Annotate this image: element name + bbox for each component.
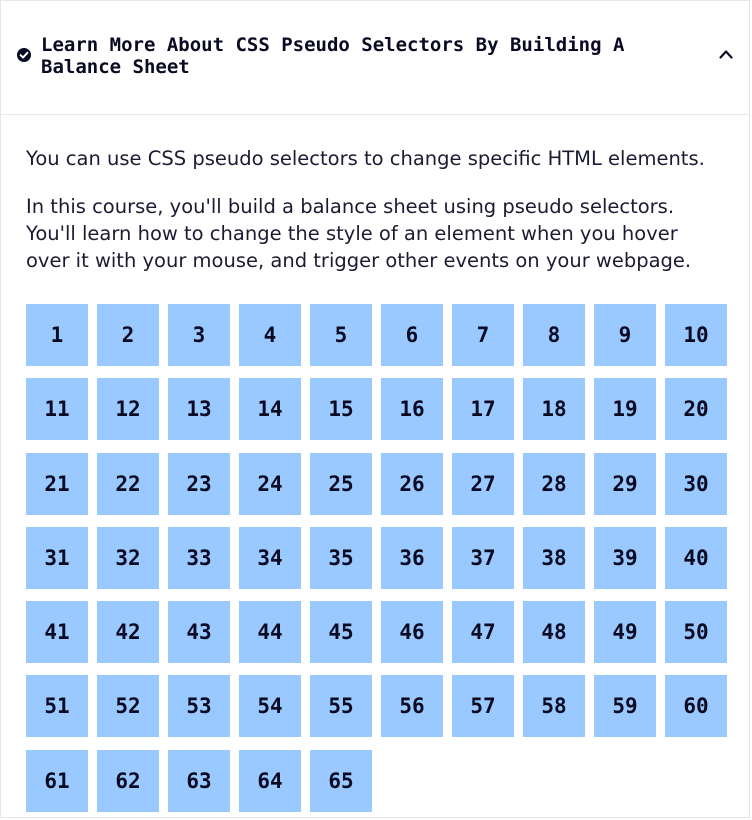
step-button-32[interactable]: 32 — [97, 526, 159, 589]
step-button-52[interactable]: 52 — [97, 675, 159, 738]
step-button-45[interactable]: 45 — [310, 601, 372, 664]
step-button-62[interactable]: 62 — [97, 749, 159, 812]
step-button-19[interactable]: 19 — [594, 378, 656, 441]
step-button-43[interactable]: 43 — [168, 601, 230, 664]
step-button-55[interactable]: 55 — [310, 675, 372, 738]
step-button-6[interactable]: 6 — [381, 304, 443, 366]
step-button-31[interactable]: 31 — [26, 526, 88, 589]
step-button-13[interactable]: 13 — [168, 378, 230, 441]
step-button-65[interactable]: 65 — [310, 749, 372, 812]
step-button-36[interactable]: 36 — [381, 526, 443, 589]
step-button-2[interactable]: 2 — [97, 304, 159, 366]
step-button-21[interactable]: 21 — [26, 452, 88, 515]
step-button-11[interactable]: 11 — [26, 378, 88, 441]
step-button-54[interactable]: 54 — [239, 675, 301, 738]
step-button-23[interactable]: 23 — [168, 452, 230, 515]
step-button-44[interactable]: 44 — [239, 601, 301, 664]
step-button-30[interactable]: 30 — [665, 452, 727, 515]
step-button-42[interactable]: 42 — [97, 601, 159, 664]
step-button-29[interactable]: 29 — [594, 452, 656, 515]
step-button-40[interactable]: 40 — [665, 526, 727, 589]
step-button-59[interactable]: 59 — [594, 675, 656, 738]
step-grid: 1 2 3 4 5 6 7 8 9 10 11 12 13 14 15 16 17 18 19 20 21 22 23 24 2… — [26, 304, 727, 812]
step-button-8[interactable]: 8 — [523, 304, 585, 366]
step-button-10[interactable]: 10 — [665, 304, 727, 366]
step-button-14[interactable]: 14 — [239, 378, 301, 441]
step-button-33[interactable]: 33 — [168, 526, 230, 589]
step-button-16[interactable]: 16 — [381, 378, 443, 441]
step-button-5[interactable]: 5 — [310, 304, 372, 366]
step-button-46[interactable]: 46 — [381, 601, 443, 664]
step-button-60[interactable]: 60 — [665, 675, 727, 738]
step-button-27[interactable]: 27 — [452, 452, 514, 515]
step-button-41[interactable]: 41 — [26, 601, 88, 664]
step-button-34[interactable]: 34 — [239, 526, 301, 589]
step-button-61[interactable]: 61 — [26, 749, 88, 812]
step-button-57[interactable]: 57 — [452, 675, 514, 738]
step-button-9[interactable]: 9 — [594, 304, 656, 366]
details-paragraph: In this course, you'll build a balance s… — [26, 195, 692, 272]
step-button-50[interactable]: 50 — [665, 601, 727, 664]
step-button-15[interactable]: 15 — [310, 378, 372, 441]
intro-paragraph: You can use CSS pseudo selectors to chan… — [26, 147, 705, 170]
step-button-7[interactable]: 7 — [452, 304, 514, 366]
step-button-3[interactable]: 3 — [168, 304, 230, 366]
step-button-53[interactable]: 53 — [168, 675, 230, 738]
step-button-18[interactable]: 18 — [523, 378, 585, 441]
step-button-56[interactable]: 56 — [381, 675, 443, 738]
step-button-39[interactable]: 39 — [594, 526, 656, 589]
step-button-28[interactable]: 28 — [523, 452, 585, 515]
chevron-up-icon[interactable] — [719, 49, 733, 59]
step-button-64[interactable]: 64 — [239, 749, 301, 812]
step-button-49[interactable]: 49 — [594, 601, 656, 664]
step-button-12[interactable]: 12 — [97, 378, 159, 441]
step-button-51[interactable]: 51 — [26, 675, 88, 738]
check-circle-icon — [17, 48, 31, 62]
step-button-25[interactable]: 25 — [310, 452, 372, 515]
step-button-58[interactable]: 58 — [523, 675, 585, 738]
course-title: Learn More About CSS Pseudo Selectors By… — [41, 34, 625, 78]
step-button-20[interactable]: 20 — [665, 378, 727, 441]
course-body: You can use CSS pseudo selectors to chan… — [1, 115, 749, 812]
step-button-24[interactable]: 24 — [239, 452, 301, 515]
step-button-37[interactable]: 37 — [452, 526, 514, 589]
step-button-63[interactable]: 63 — [168, 749, 230, 812]
step-button-22[interactable]: 22 — [97, 452, 159, 515]
step-button-35[interactable]: 35 — [310, 526, 372, 589]
step-button-48[interactable]: 48 — [523, 601, 585, 664]
course-header[interactable]: Learn More About CSS Pseudo Selectors By… — [1, 1, 749, 115]
step-button-26[interactable]: 26 — [381, 452, 443, 515]
step-button-17[interactable]: 17 — [452, 378, 514, 441]
step-button-1[interactable]: 1 — [26, 304, 88, 366]
step-button-38[interactable]: 38 — [523, 526, 585, 589]
step-button-4[interactable]: 4 — [239, 304, 301, 366]
step-button-47[interactable]: 47 — [452, 601, 514, 664]
